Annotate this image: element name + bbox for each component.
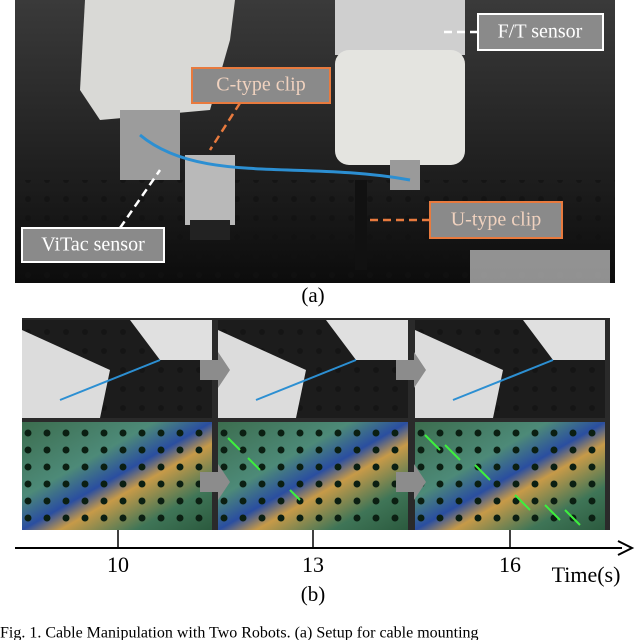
panel-label: (b) <box>301 582 326 606</box>
label-box <box>477 13 604 51</box>
label: C-type clip <box>216 74 305 96</box>
leader-line <box>208 102 242 151</box>
label-box <box>21 227 165 263</box>
tick-label: 16 <box>499 552 521 577</box>
axis-label: Time(s) <box>552 562 621 587</box>
tick-label: 10 <box>107 552 129 577</box>
timeline-arrow <box>617 540 635 556</box>
label-box <box>429 201 563 239</box>
label: U-type clip <box>451 209 542 231</box>
label: F/T sensor <box>498 21 583 43</box>
label-box <box>191 67 331 104</box>
panel-label: (a) <box>301 283 324 307</box>
tick-label: 13 <box>302 552 324 577</box>
caption: Fig. 1. Cable Manipulation with Two Robo… <box>0 625 479 640</box>
leader-line <box>118 169 162 229</box>
label: ViTac sensor <box>41 234 145 256</box>
sequence-panels <box>22 318 610 531</box>
